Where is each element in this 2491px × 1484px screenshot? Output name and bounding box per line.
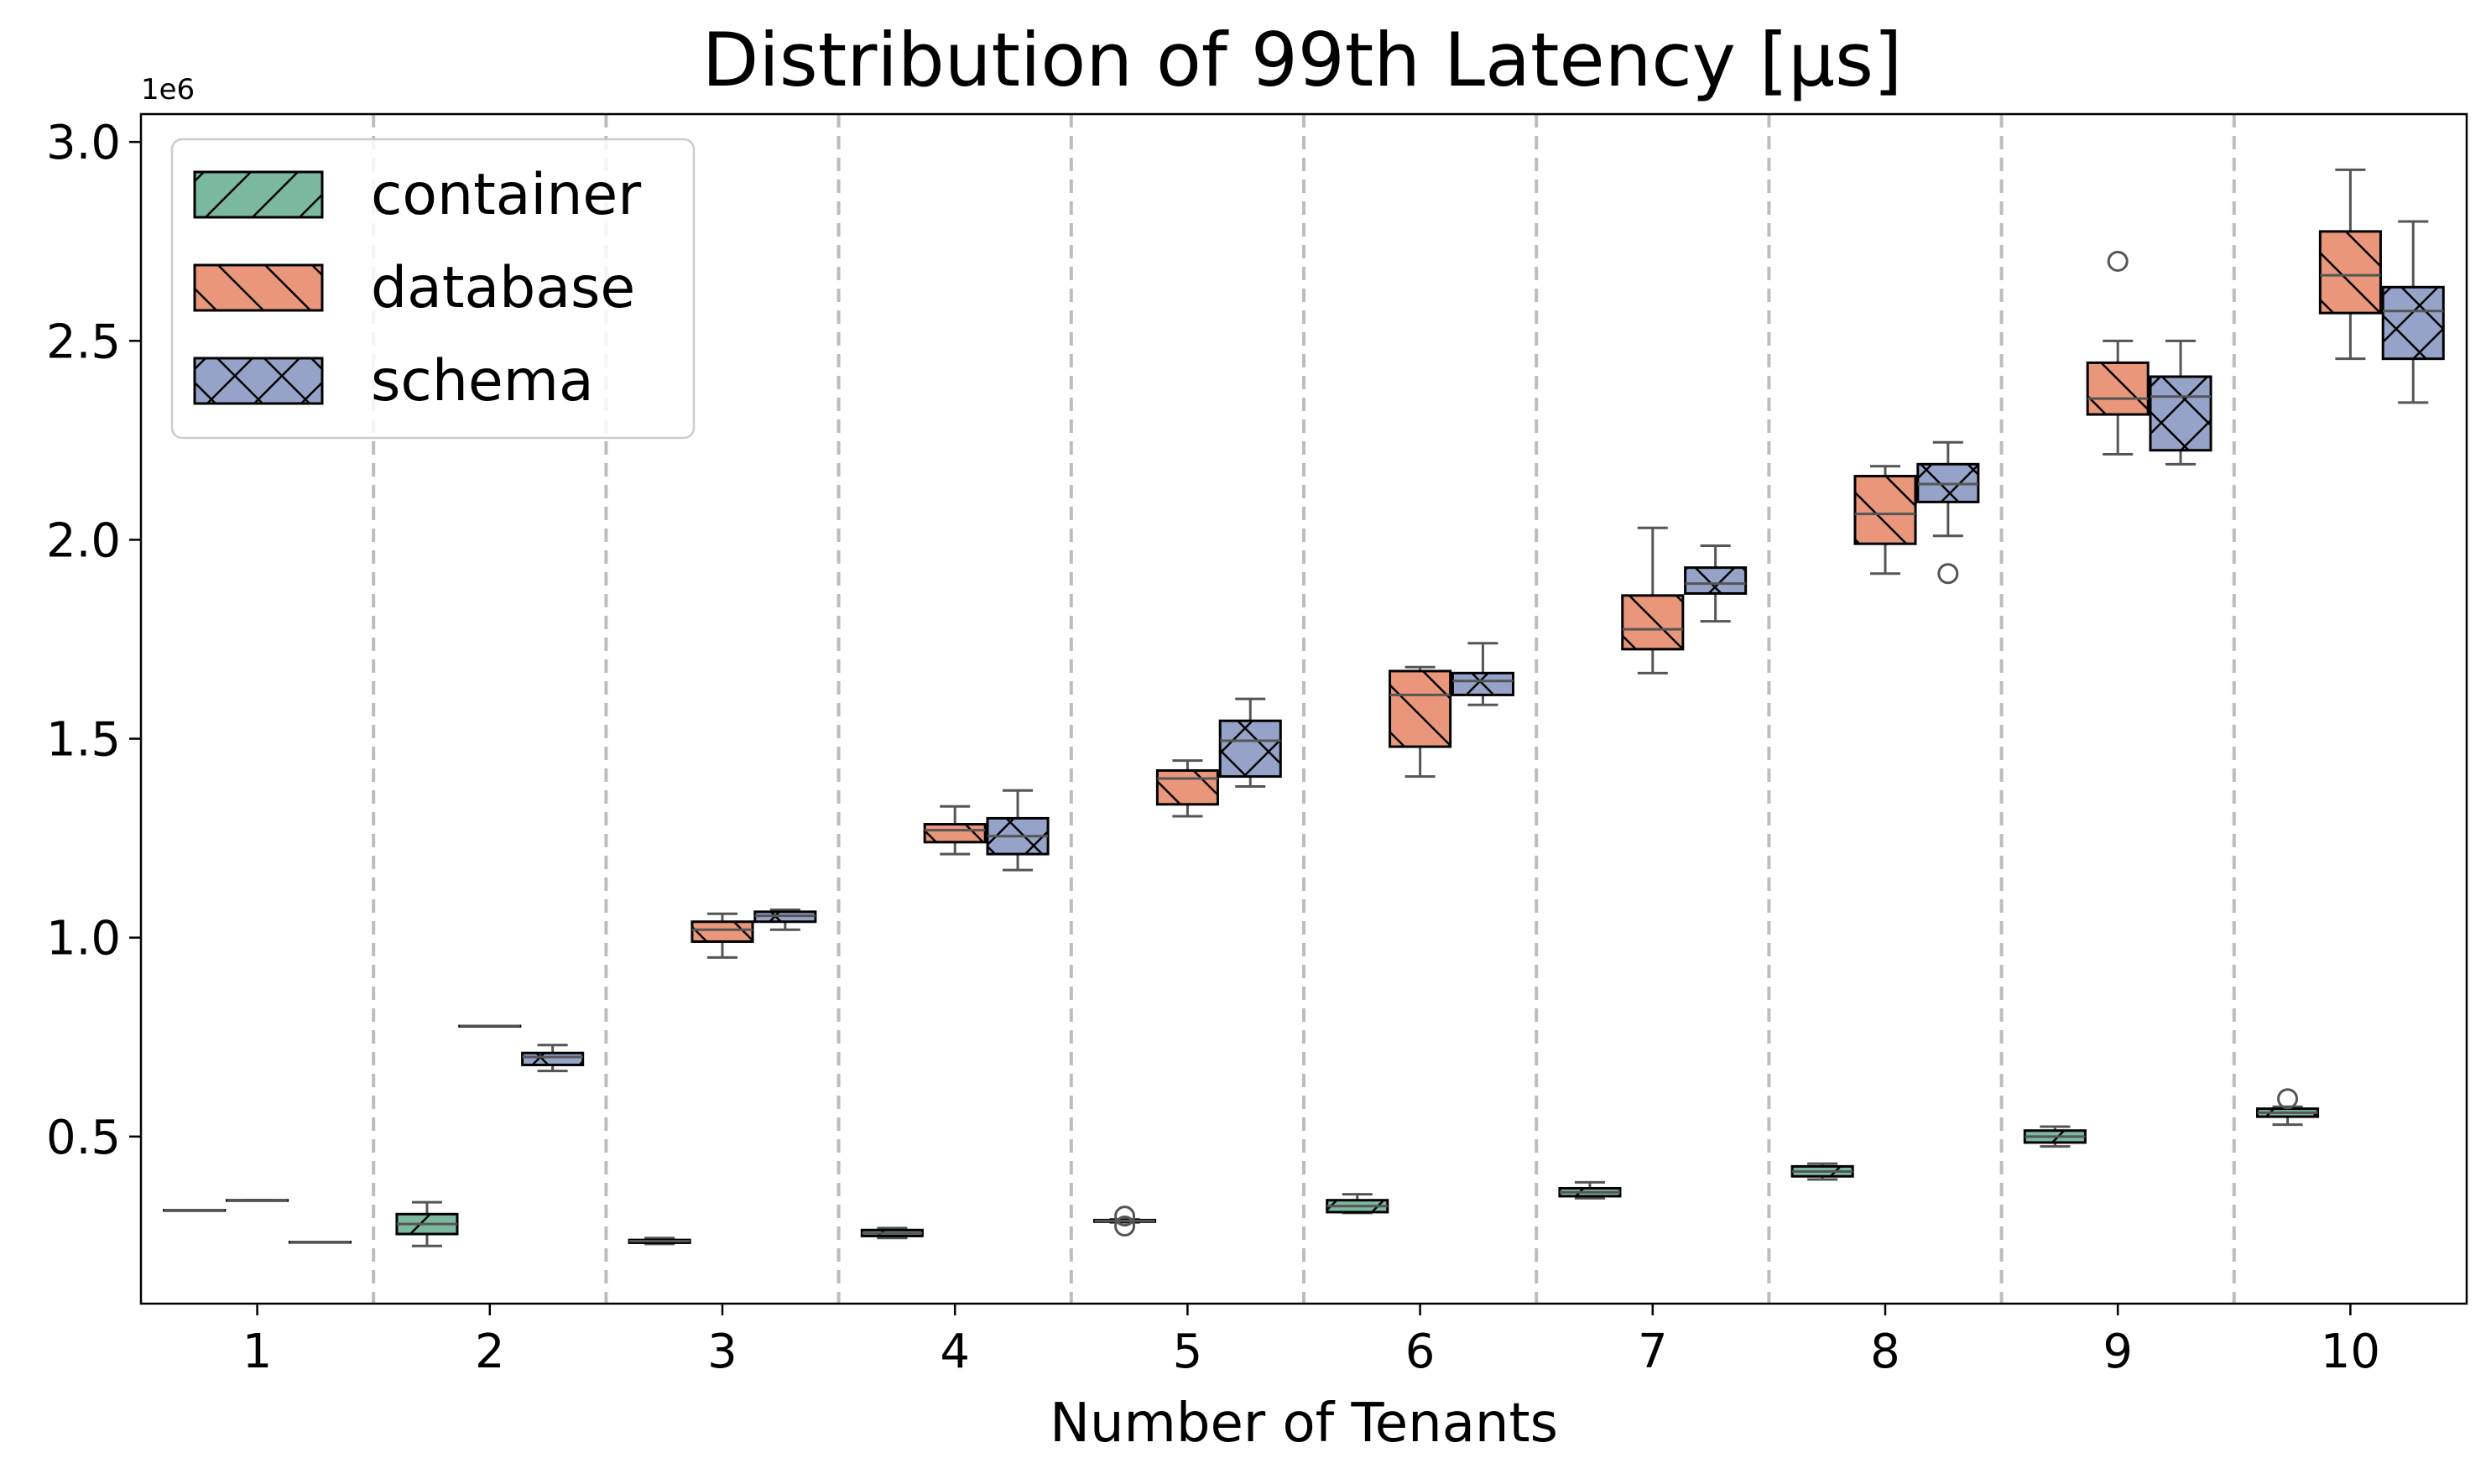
box-hatch bbox=[2087, 362, 2149, 415]
box-plots bbox=[163, 168, 2445, 1247]
outlier-point bbox=[1937, 563, 1959, 585]
box-schema-8 bbox=[1916, 440, 1980, 585]
box-hatch bbox=[1389, 670, 1451, 747]
box-container-5 bbox=[1093, 1205, 1157, 1237]
legend-item-container: container bbox=[193, 162, 641, 228]
box-database-4 bbox=[923, 804, 987, 856]
x-tick-label: 10 bbox=[2321, 1325, 2380, 1379]
x-tick-label: 4 bbox=[940, 1325, 970, 1379]
box-schema-10 bbox=[2381, 220, 2445, 404]
box-database-7 bbox=[1621, 526, 1685, 674]
box-container-4 bbox=[860, 1226, 924, 1240]
box-container-8 bbox=[1790, 1162, 1854, 1181]
chart-title: Distribution of 99th Latency [μs] bbox=[702, 17, 1903, 103]
box-hatch bbox=[2320, 231, 2381, 314]
outlier-point bbox=[2107, 250, 2129, 272]
box-container-9 bbox=[2023, 1125, 2087, 1148]
box-database-8 bbox=[1853, 465, 1917, 575]
x-tick-label: 1 bbox=[242, 1325, 273, 1379]
y-axis-offset-label: 1e6 bbox=[141, 73, 195, 107]
x-tick-label: 8 bbox=[1870, 1325, 1900, 1379]
legend-item-schema: schema bbox=[193, 348, 594, 414]
x-tick-label: 9 bbox=[2103, 1325, 2133, 1379]
box-database-5 bbox=[1155, 759, 1219, 818]
box-container-6 bbox=[1326, 1193, 1389, 1215]
x-axis-label: Number of Tenants bbox=[1050, 1393, 1558, 1455]
legend-label: container bbox=[371, 162, 641, 228]
y-tick-label: 2.5 bbox=[46, 315, 121, 369]
box-schema-4 bbox=[986, 789, 1050, 872]
box-database-1 bbox=[226, 1199, 289, 1202]
box-database-10 bbox=[2318, 168, 2382, 361]
box-schema-5 bbox=[1218, 697, 1282, 788]
box-container-10 bbox=[2256, 1088, 2320, 1127]
box-schema-3 bbox=[753, 908, 817, 931]
y-axis: 0.5 1.0 1.5 2.0 2.5 3.0 bbox=[46, 116, 141, 1165]
box-hatch bbox=[1220, 721, 1281, 777]
box-hatch bbox=[1157, 770, 1218, 804]
box-schema-9 bbox=[2149, 339, 2212, 466]
box-database-9 bbox=[2086, 250, 2150, 456]
legend-swatch-hatch bbox=[195, 265, 322, 310]
box-database-6 bbox=[1389, 665, 1452, 778]
box-hatch bbox=[2150, 377, 2212, 450]
box-hatch bbox=[1854, 476, 1916, 544]
legend-swatch-hatch bbox=[195, 358, 322, 404]
box-schema-6 bbox=[1451, 642, 1514, 706]
outlier-point bbox=[1114, 1205, 1136, 1227]
x-tick-label: 7 bbox=[1638, 1325, 1668, 1379]
legend-label: schema bbox=[371, 348, 594, 414]
y-tick-label: 1.5 bbox=[46, 713, 121, 768]
box-container-2 bbox=[395, 1200, 459, 1247]
x-tick-label: 2 bbox=[475, 1325, 505, 1379]
box-database-2 bbox=[458, 1024, 522, 1028]
box-hatch bbox=[522, 1053, 583, 1065]
outlier-point bbox=[2277, 1088, 2299, 1110]
box-hatch bbox=[1622, 595, 1683, 649]
y-tick-label: 1.0 bbox=[46, 912, 121, 966]
box-hatch bbox=[925, 824, 986, 842]
box-hatch bbox=[1452, 673, 1514, 695]
legend: container database schema bbox=[170, 138, 696, 440]
legend-swatch-hatch bbox=[195, 172, 322, 217]
legend-item-database: database bbox=[193, 255, 635, 321]
box-database-3 bbox=[690, 912, 754, 959]
box-schema-7 bbox=[1684, 544, 1748, 623]
x-tick-label: 5 bbox=[1173, 1325, 1203, 1379]
box-schema-2 bbox=[521, 1044, 585, 1073]
x-axis: 1 2 3 4 5 6 7 8 9 10 bbox=[242, 1304, 2380, 1379]
box-hatch bbox=[2383, 287, 2444, 359]
box-hatch bbox=[691, 921, 753, 942]
y-tick-label: 0.5 bbox=[46, 1111, 121, 1165]
y-tick-label: 2.0 bbox=[46, 513, 121, 568]
box-container-3 bbox=[628, 1237, 691, 1246]
box-hatch bbox=[1685, 567, 1746, 594]
box-container-7 bbox=[1558, 1180, 1622, 1200]
x-tick-label: 6 bbox=[1405, 1325, 1436, 1379]
outlier-point bbox=[1114, 1216, 1136, 1237]
plot-frame bbox=[139, 112, 2468, 1305]
x-tick-label: 3 bbox=[707, 1325, 737, 1379]
legend-label: database bbox=[371, 255, 635, 321]
y-tick-label: 3.0 bbox=[46, 116, 121, 170]
